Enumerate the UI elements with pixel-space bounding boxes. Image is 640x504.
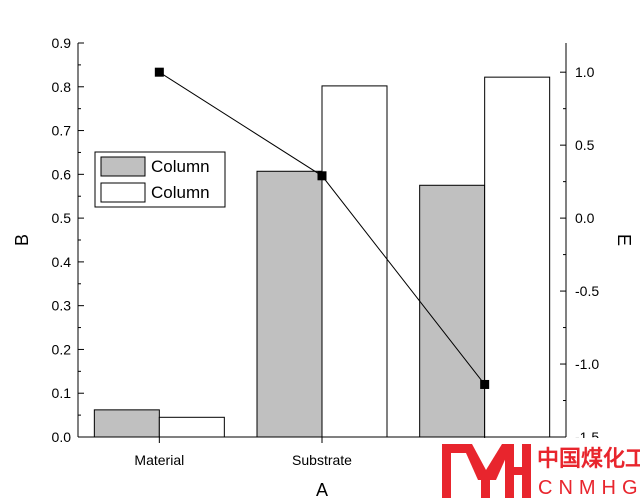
right-tick-label: -0.5 (575, 283, 599, 299)
line-point-muscle (480, 379, 490, 389)
bar-series1-material (93, 409, 160, 438)
legend: Column Column (94, 151, 226, 208)
bar-series2-substrate (321, 85, 388, 438)
left-tick-label: 0.8 (52, 79, 72, 95)
watermark-logo: 中国煤化工 CNMHG (436, 438, 640, 504)
y-axis-label-right: E (614, 234, 634, 246)
bar-series1-substrate (256, 170, 323, 438)
right-tick-label: 1.0 (575, 64, 595, 80)
bars-layer (93, 76, 551, 438)
left-tick-label: 0.0 (52, 429, 72, 445)
x-tick-label-substrate: Substrate (292, 452, 352, 468)
x-tick-label-material: Material (134, 452, 184, 468)
bar-series2-material (158, 416, 225, 438)
line-point-material (154, 67, 164, 77)
right-tick-label: 0.5 (575, 137, 595, 153)
bar-series1-muscle (419, 184, 486, 438)
right-ticks: -1.5-1.0-0.50.00.51.0 (560, 64, 599, 445)
left-tick-label: 0.4 (52, 254, 72, 270)
legend-swatch-2 (100, 182, 146, 203)
y-axis-label: B (12, 234, 32, 246)
mh-logo-icon (442, 444, 531, 498)
left-ticks: 0.0 0.1 0.2 0.3 0.4 0.5 0.6 0.7 0.8 0.9 (52, 35, 84, 445)
line-point-substrate (317, 171, 327, 181)
left-tick-label: 0.9 (52, 35, 72, 51)
right-tick-label: 0.0 (575, 210, 595, 226)
line-layer (154, 67, 490, 389)
right-tick-label: -1.0 (575, 356, 599, 372)
left-tick-label: 0.2 (52, 341, 72, 357)
x-axis-label: A (316, 480, 328, 500)
watermark-subtitle: CNMHG (538, 477, 640, 499)
left-tick-label: 0.6 (52, 166, 72, 182)
legend-swatch-1 (100, 156, 146, 177)
left-tick-label: 0.3 (52, 298, 72, 314)
bar-series2-muscle (484, 76, 551, 438)
legend-label-1: Column (151, 157, 210, 176)
watermark-title: 中国煤化工 (537, 446, 640, 472)
left-tick-label: 0.1 (52, 385, 72, 401)
legend-label-2: Column (151, 183, 210, 202)
left-tick-label: 0.7 (52, 123, 72, 139)
left-tick-label: 0.5 (52, 210, 72, 226)
